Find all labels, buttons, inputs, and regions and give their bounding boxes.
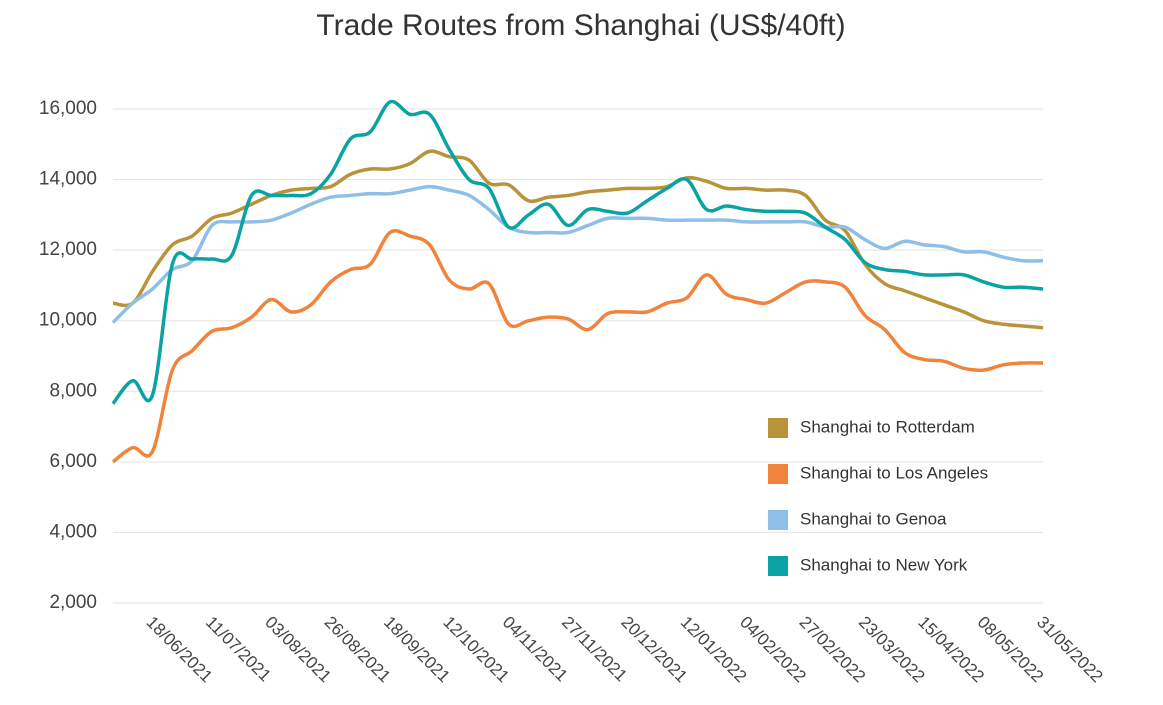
y-tick-label: 2,000 — [49, 592, 97, 613]
y-tick-label: 12,000 — [39, 239, 97, 260]
legend-label: Shanghai to Genoa — [800, 509, 947, 528]
legend-swatch — [768, 418, 788, 438]
series-line — [111, 184, 1044, 324]
y-tick-label: 16,000 — [39, 98, 97, 119]
series-line — [112, 149, 1044, 330]
legend-swatch — [768, 556, 788, 576]
series-line — [111, 229, 1044, 464]
y-tick-label: 4,000 — [49, 521, 97, 542]
legend-swatch — [768, 464, 788, 484]
y-tick-label: 8,000 — [49, 380, 97, 401]
chart-title: Trade Routes from Shanghai (US$/40ft) — [316, 9, 845, 42]
series-line — [111, 99, 1044, 405]
y-tick-label: 10,000 — [39, 310, 97, 331]
legend-label: Shanghai to Los Angeles — [800, 463, 988, 482]
y-tick-label: 6,000 — [49, 451, 97, 472]
legend-swatch — [768, 510, 788, 530]
y-tick-label: 14,000 — [39, 169, 97, 190]
legend-label: Shanghai to New York — [800, 555, 968, 574]
legend-label: Shanghai to Rotterdam — [800, 417, 975, 436]
